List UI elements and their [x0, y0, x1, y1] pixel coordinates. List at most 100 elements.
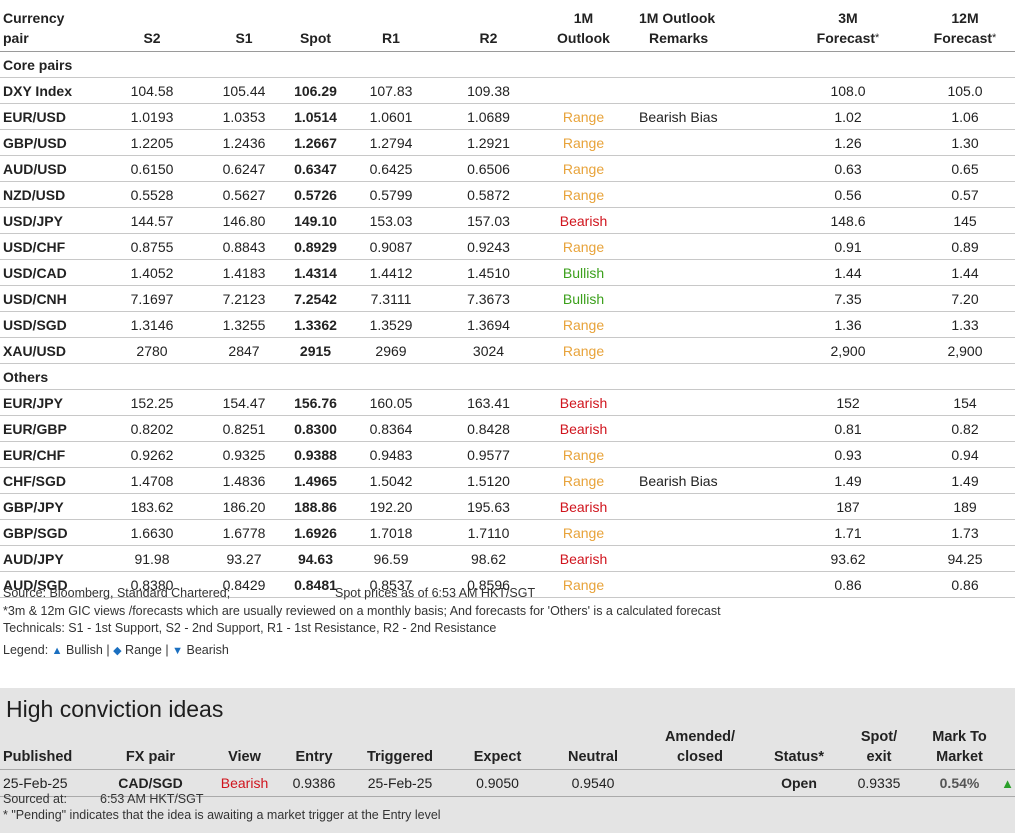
remark-cell — [630, 493, 781, 520]
hc-header-triggered: Triggered — [366, 749, 434, 765]
outlook-cell: Range — [537, 519, 630, 546]
remark-cell — [630, 311, 781, 338]
r1-cell: 0.8364 — [342, 415, 440, 442]
spot-cell: 94.63 — [289, 545, 342, 572]
outlook-cell: Range — [537, 571, 630, 598]
s2-cell: 104.58 — [105, 77, 199, 104]
r2-cell: 0.9577 — [440, 441, 537, 468]
remark-cell — [630, 285, 781, 312]
spot-cell: 1.6926 — [289, 519, 342, 546]
table-row: AUD/JPY 91.98 93.27 94.63 96.59 98.62 Bearish 9… — [0, 545, 1015, 572]
s1-cell: 1.6778 — [199, 519, 289, 546]
triangle-up-icon: ▲ — [1000, 769, 1015, 797]
r1-cell: 153.03 — [342, 207, 440, 234]
forecast-3m-cell: 93.62 — [781, 545, 915, 572]
r1-cell: 0.9087 — [342, 233, 440, 260]
outlook-cell: Bearish — [537, 389, 630, 416]
table-row: USD/CNH 7.1697 7.2123 7.2542 7.3111 7.3673 Bul… — [0, 285, 1015, 312]
r1-cell: 1.3529 — [342, 311, 440, 338]
pair-cell: GBP/SGD — [0, 519, 105, 546]
source-note: Source: Bloomberg, Standard Chartered; — [3, 586, 231, 600]
r2-cell: 1.3694 — [440, 311, 537, 338]
outlook-cell: Bullish — [537, 259, 630, 286]
s1-cell: 1.2436 — [199, 129, 289, 156]
r2-cell: 0.8596 — [440, 571, 537, 598]
r1-cell: 160.05 — [342, 389, 440, 416]
diamond-icon: ◆ — [113, 644, 122, 657]
hc-header-mtm: Mark To Market — [932, 729, 987, 765]
forecast-12m-cell: 7.20 — [915, 285, 1015, 312]
spot-cell: 1.2667 — [289, 129, 342, 156]
r2-cell: 0.9243 — [440, 233, 537, 260]
r2-cell: 195.63 — [440, 493, 537, 520]
hc-published: 25-Feb-25 — [0, 769, 90, 797]
r2-cell: 157.03 — [440, 207, 537, 234]
r1-cell: 1.7018 — [342, 519, 440, 546]
hc-row: 25-Feb-25 CAD/SGD Bearish 0.9386 25-Feb-… — [0, 769, 1015, 797]
s2-cell: 1.4708 — [105, 467, 199, 494]
s1-cell: 93.27 — [199, 545, 289, 572]
s1-cell: 1.4183 — [199, 259, 289, 286]
s2-cell: 1.4052 — [105, 259, 199, 286]
forecast-12m-cell: 1.33 — [915, 311, 1015, 338]
s1-cell: 146.80 — [199, 207, 289, 234]
s1-cell: 7.2123 — [199, 285, 289, 312]
spot-cell: 1.4965 — [289, 467, 342, 494]
s1-cell: 0.8251 — [199, 415, 289, 442]
remark-cell — [630, 337, 781, 364]
forecast-3m-cell: 1.71 — [781, 519, 915, 546]
table-row: USD/CAD 1.4052 1.4183 1.4314 1.4412 1.4510 Bul… — [0, 259, 1015, 286]
header-r2: R2 — [440, 0, 537, 52]
s1-cell: 1.4836 — [199, 467, 289, 494]
legend-bearish: Bearish — [186, 642, 229, 657]
forecast-3m-cell: 152 — [781, 389, 915, 416]
remark-cell — [630, 233, 781, 260]
remark-cell — [630, 259, 781, 286]
table-row: EUR/CHF 0.9262 0.9325 0.9388 0.9483 0.9577 Ran… — [0, 441, 1015, 468]
pair-cell: USD/SGD — [0, 311, 105, 338]
r1-cell: 1.5042 — [342, 467, 440, 494]
hc-entry: 0.9386 — [278, 769, 350, 797]
r1-cell: 0.6425 — [342, 155, 440, 182]
pair-cell: USD/CHF — [0, 233, 105, 260]
forecast-12m-cell: 1.49 — [915, 467, 1015, 494]
hc-header-expect: Expect — [473, 749, 522, 765]
hc-pair: CAD/SGD — [90, 769, 211, 797]
s2-cell: 0.8202 — [105, 415, 199, 442]
r2-cell: 0.8428 — [440, 415, 537, 442]
r2-cell: 109.38 — [440, 77, 537, 104]
forecast-12m-cell: 2,900 — [915, 337, 1015, 364]
sourced-label: Sourced at: — [3, 792, 67, 806]
spot-cell: 149.10 — [289, 207, 342, 234]
hc-amended — [641, 769, 759, 797]
pair-cell: USD/CAD — [0, 259, 105, 286]
forecast-12m-cell: 0.86 — [915, 571, 1015, 598]
remark-cell — [630, 441, 781, 468]
hc-expect: 0.9050 — [450, 769, 545, 797]
forecast-3m-cell: 7.35 — [781, 285, 915, 312]
s1-cell: 186.20 — [199, 493, 289, 520]
spot-cell: 106.29 — [289, 77, 342, 104]
r1-cell: 0.9483 — [342, 441, 440, 468]
high-conviction-title: High conviction ideas — [6, 696, 224, 722]
s1-cell: 154.47 — [199, 389, 289, 416]
forecast-3m-cell: 0.56 — [781, 181, 915, 208]
r2-cell: 98.62 — [440, 545, 537, 572]
s2-cell: 0.6150 — [105, 155, 199, 182]
spot-cell: 0.9388 — [289, 441, 342, 468]
forecast-3m-cell: 1.26 — [781, 129, 915, 156]
r1-cell: 107.83 — [342, 77, 440, 104]
spot-cell: 0.8481 — [289, 571, 342, 598]
table-row: USD/CHF 0.8755 0.8843 0.8929 0.9087 0.9243 Ran… — [0, 233, 1015, 260]
pair-cell: DXY Index — [0, 77, 105, 104]
r2-cell: 3024 — [440, 337, 537, 364]
s1-cell: 0.6247 — [199, 155, 289, 182]
forecast-12m-cell: 0.94 — [915, 441, 1015, 468]
header-currency-pair: Currency pair — [0, 0, 105, 52]
outlook-cell: Range — [537, 337, 630, 364]
section-header: Others — [0, 363, 1015, 390]
s1-cell: 0.9325 — [199, 441, 289, 468]
spot-cell: 7.2542 — [289, 285, 342, 312]
header-r1: R1 — [342, 0, 440, 52]
forecast-12m-cell: 1.44 — [915, 259, 1015, 286]
